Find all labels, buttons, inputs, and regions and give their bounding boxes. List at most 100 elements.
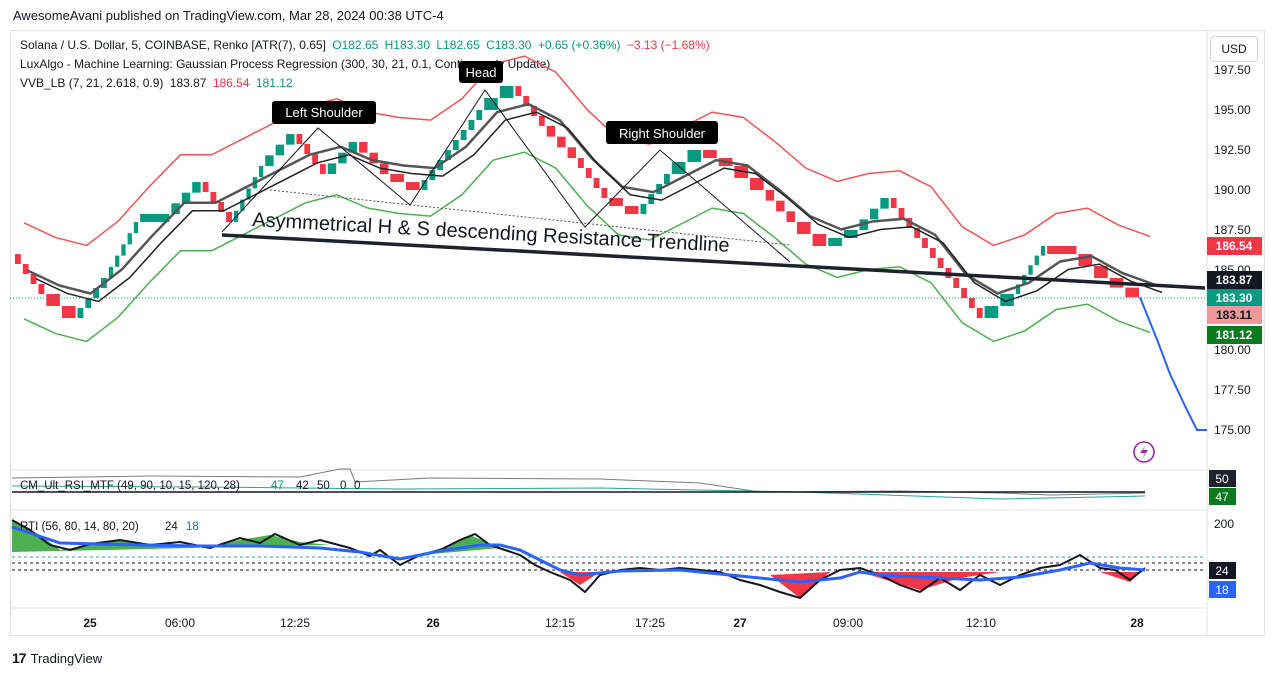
rsi-legend[interactable]: CM_Ult_RSI_MTF (49, 90, 10, 15, 120, 28)…	[20, 480, 360, 492]
brand-text: TradingView	[30, 650, 103, 666]
renko-brick	[765, 190, 775, 201]
rti-badge-top-text: 24	[1215, 564, 1229, 578]
renko-brick	[585, 168, 592, 178]
renko-brick	[296, 134, 303, 144]
renko-brick	[523, 96, 530, 106]
renko-brick	[1034, 255, 1039, 266]
renko-brick	[937, 258, 944, 268]
forecast-line	[1139, 296, 1207, 431]
lower-band	[23, 151, 1151, 343]
renko-brick	[312, 154, 318, 164]
price-tick-label: 180.00	[1214, 343, 1251, 357]
renko-brick	[22, 264, 29, 274]
rti-name[interactable]: RTI (56, 80, 14, 80, 20)	[20, 521, 139, 533]
renko-brick	[108, 266, 114, 278]
renko-brick	[445, 150, 451, 160]
renko-brick	[546, 126, 556, 137]
renko-brick	[984, 306, 999, 318]
renko-brick	[140, 214, 170, 222]
renko-brick	[202, 182, 209, 192]
rsi-v4: 0	[340, 480, 346, 492]
vvb-upper: 186.54	[212, 76, 250, 90]
lightning-icon[interactable]	[1133, 441, 1155, 463]
renko-brick	[929, 248, 936, 258]
tradingview-logo[interactable]: 17 TradingView	[12, 650, 102, 666]
price-badge	[1207, 306, 1262, 324]
head-label[interactable]: Head	[459, 61, 503, 83]
renko-brick	[61, 306, 76, 318]
left-shoulder-label[interactable]: Left Shoulder	[272, 101, 376, 124]
renko-brick	[734, 166, 749, 178]
rti-badge-bottom-text: 18	[1215, 583, 1229, 597]
renko-brick	[609, 198, 623, 206]
renko-brick	[327, 163, 337, 174]
renko-brick	[1125, 287, 1139, 298]
head-text: Head	[465, 65, 496, 80]
renko-brick	[869, 208, 879, 220]
renko-brick	[127, 233, 132, 245]
rti-v2: 18	[186, 521, 199, 533]
renko-brick	[240, 199, 245, 211]
right-shoulder-text: Right Shoulder	[619, 126, 706, 141]
renko-brick	[30, 274, 37, 284]
time-tick-label: 28	[1130, 616, 1144, 630]
time-tick-label: 26	[426, 616, 440, 630]
renko-brick	[968, 298, 975, 308]
renko-brick	[304, 144, 311, 154]
time-tick-label: 06:00	[165, 616, 195, 630]
time-tick-label: 12:10	[966, 616, 996, 630]
vvb-lower: 181.12	[255, 76, 293, 90]
mid-line	[27, 102, 1155, 295]
price-tick-label: 187.50	[1214, 223, 1251, 237]
renko-brick	[796, 222, 811, 234]
rti-axis-top: 200	[1214, 517, 1234, 531]
renko-brick	[567, 147, 576, 158]
gaussian-bands	[23, 55, 1163, 343]
renko-brick	[776, 200, 785, 212]
renko-brick	[476, 110, 483, 120]
renko-brick	[338, 152, 347, 164]
rsi-badge-bottom: 47	[1209, 488, 1236, 505]
renko-brick	[468, 120, 475, 130]
renko-brick	[405, 182, 420, 190]
renko-brick	[750, 178, 764, 190]
currency-button[interactable]: USD	[1210, 36, 1258, 62]
price-badge-text: 183.11	[1216, 308, 1252, 322]
rsi-name: CM_Ult_RSI_MTF (49, 90, 10, 15, 120, 28)	[20, 480, 240, 492]
renko-brick	[890, 198, 897, 208]
price-badges: 186.54 183.87 183.30 183.11 181.12	[1207, 237, 1262, 344]
renko-brick	[452, 140, 459, 150]
renko-brick	[171, 203, 180, 214]
renko-brick	[93, 288, 100, 298]
rti-v1: 24	[165, 521, 178, 533]
price-tick-label: 177.50	[1214, 383, 1251, 397]
price-badge	[1207, 271, 1262, 289]
time-axis[interactable]: 25 06:00 12:25 26 12:15 17:25 27 09:00 12:10 28	[83, 616, 1144, 630]
rsi-line	[11, 485, 1146, 500]
symbol-legend: Solana / U.S. Dollar, 5, COINBASE, Renko…	[20, 38, 713, 52]
rti-badge-top: 24	[1209, 562, 1236, 579]
renko-brick	[812, 234, 827, 246]
vvb-legend[interactable]: VVB_LB (7, 21, 2.618, 0.9) 183.87 186.54…	[20, 76, 296, 90]
lux-name: LuxAlgo - Machine Learning: Gaussian Pro…	[20, 57, 551, 71]
symbol-name[interactable]: Solana / U.S. Dollar, 5, COINBASE, Renko…	[20, 38, 326, 52]
tv-logo-icon: 17	[12, 650, 27, 666]
renko-brick	[319, 164, 326, 174]
renko-brick	[359, 142, 368, 153]
renko-brick	[578, 158, 584, 168]
slow-line	[35, 111, 1163, 303]
neckline-trendline[interactable]	[221, 233, 1206, 290]
right-shoulder-label[interactable]: Right Shoulder	[606, 121, 718, 144]
rti-green-fill	[12, 520, 330, 552]
renko-brick	[369, 152, 378, 164]
renko-brick	[265, 155, 274, 166]
renko-brick	[1047, 246, 1077, 254]
lux-legend[interactable]: LuxAlgo - Machine Learning: Gaussian Pro…	[20, 57, 553, 71]
renko-brick	[499, 86, 514, 98]
price-badge	[1207, 326, 1262, 344]
price-badge	[1207, 237, 1262, 255]
renko-brick	[538, 116, 545, 126]
renko-brick	[687, 150, 702, 162]
renko-brick	[922, 238, 928, 248]
rsi-v1: 47	[271, 480, 284, 492]
